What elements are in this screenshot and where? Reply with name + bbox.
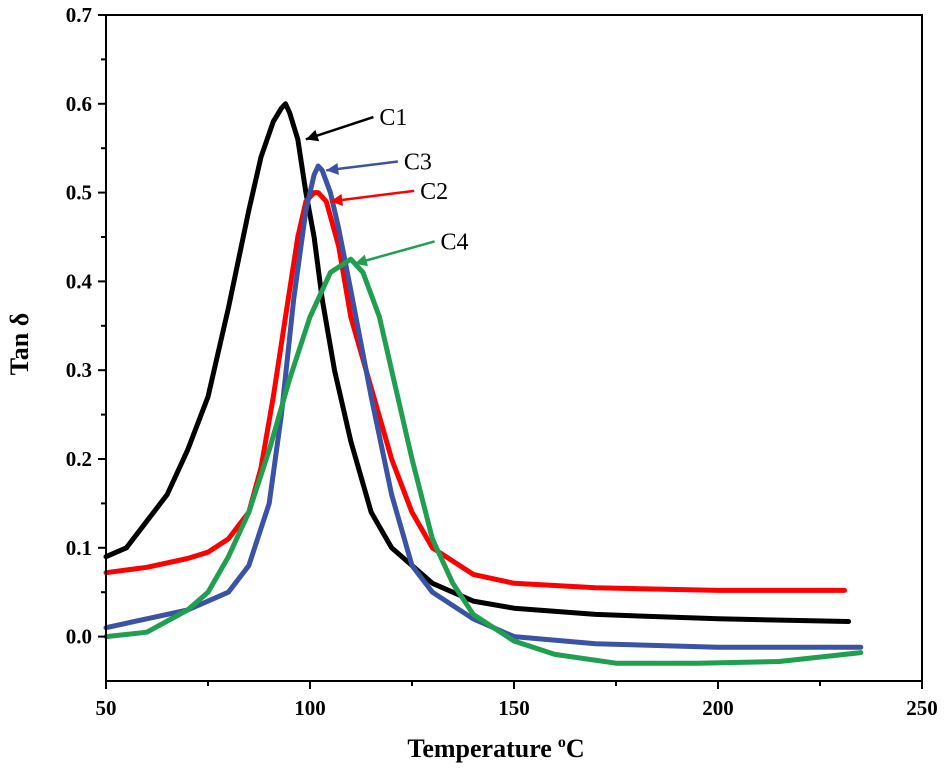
series-layer [103,101,864,666]
annotation-label-c3: C3 [404,150,432,176]
annotation-arrowhead-c2 [330,194,343,206]
x-axis-title-degree: o [558,734,566,751]
annotation-layer: C1 C3 C2 C4 [305,105,469,267]
x-tick-label: 250 [906,696,938,720]
annotation-label-c2: C2 [420,179,448,205]
y-tick-label: 0.7 [66,3,92,27]
x-axis-title: Temperature oC [407,734,584,763]
y-axis-title: Tan δ [5,313,34,375]
annotation-arrow-c3 [326,160,398,172]
x-axis-title-text: Temperature [407,734,551,763]
annotation-arrow-c2 [330,189,415,203]
annotation-arrowhead-c3 [326,162,339,175]
y-tick-label: 0.1 [66,536,92,560]
y-tick-label: 0.0 [66,625,92,649]
x-tick-label: 200 [702,696,734,720]
y-tick-label: 0.3 [66,358,92,382]
series-line-c2 [103,190,847,593]
annotation-label-c4: C4 [441,229,469,255]
x-tick-label: 100 [294,696,326,720]
annotation-arrowhead-c4 [354,254,368,267]
y-tick-label: 0.6 [66,92,92,116]
x-tick-label: 50 [96,696,117,720]
y-tick-label: 0.2 [66,447,92,471]
annotation-label-c1: C1 [379,105,407,131]
axis-layer: 50 100 150 200 250 0.0 0.1 0.2 0.3 0.4 0.5 0.6 0.7 [66,3,938,720]
x-axis-title-unit: C [566,734,585,763]
y-tick-label: 0.5 [66,181,92,205]
y-tick-label: 0.4 [66,269,93,293]
series-line-c4 [103,256,864,666]
annotation-arrow-c4 [354,240,435,265]
x-tick-label: 150 [498,696,530,720]
annotation-arrowhead-c1 [305,129,320,142]
